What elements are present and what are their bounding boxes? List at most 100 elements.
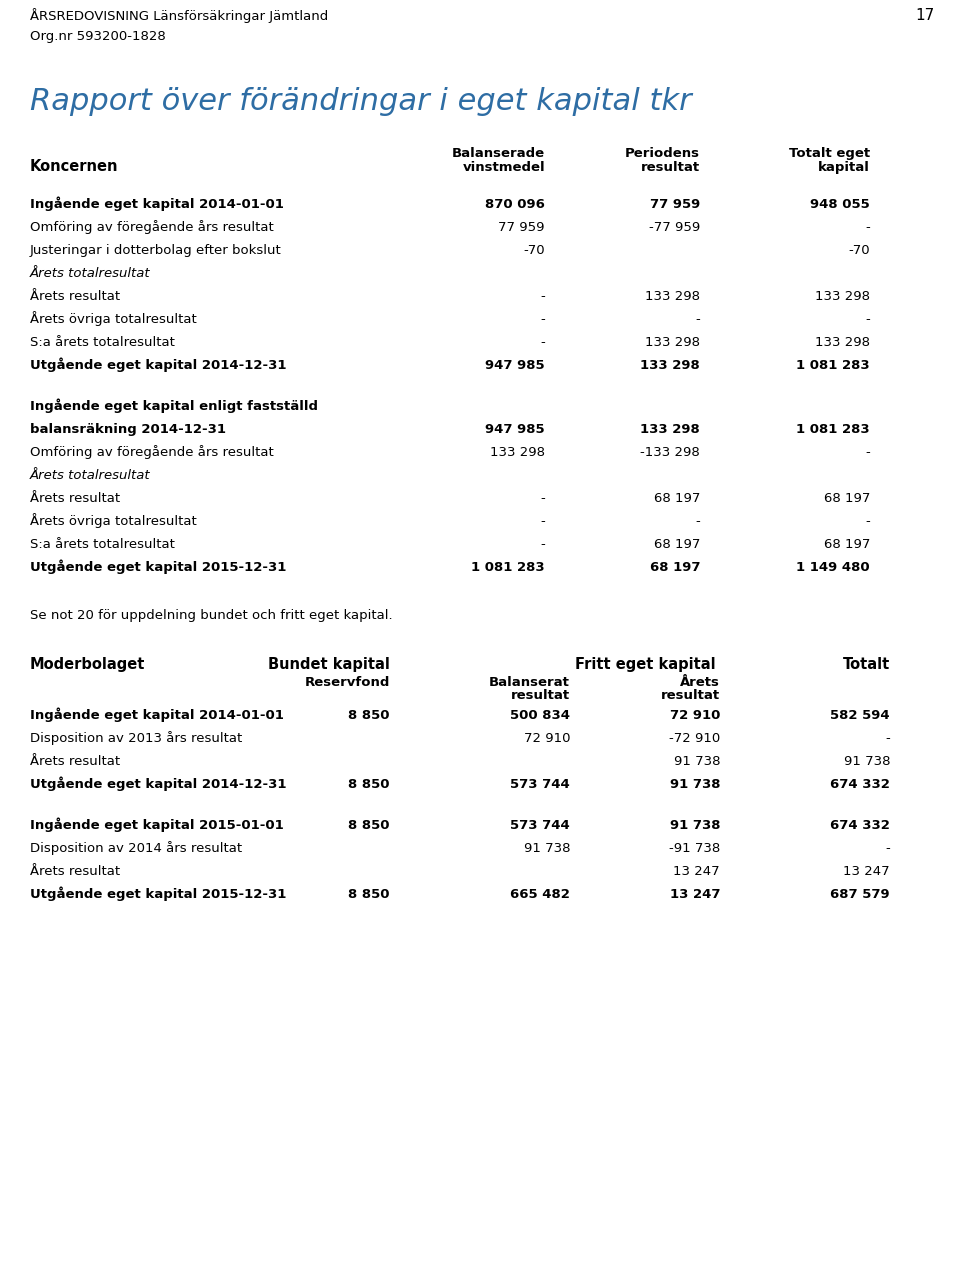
Text: Bundet kapital: Bundet kapital — [268, 658, 390, 672]
Text: 8 850: 8 850 — [348, 778, 390, 791]
Text: 582 594: 582 594 — [830, 710, 890, 722]
Text: Årets övriga totalresultat: Årets övriga totalresultat — [30, 513, 197, 528]
Text: -: - — [540, 514, 545, 528]
Text: resultat: resultat — [660, 689, 720, 702]
Text: Omföring av föregående års resultat: Omföring av föregående års resultat — [30, 445, 274, 459]
Text: 665 482: 665 482 — [510, 888, 570, 901]
Text: Disposition av 2013 års resultat: Disposition av 2013 års resultat — [30, 731, 242, 745]
Text: Justeringar i dotterbolag efter bokslut: Justeringar i dotterbolag efter bokslut — [30, 245, 281, 257]
Text: -91 738: -91 738 — [669, 843, 720, 855]
Text: ÅRSREDOVISNING Länsförsäkringar Jämtland: ÅRSREDOVISNING Länsförsäkringar Jämtland — [30, 8, 328, 23]
Text: -: - — [540, 492, 545, 506]
Text: Omföring av föregående års resultat: Omföring av föregående års resultat — [30, 220, 274, 234]
Text: Ingående eget kapital enligt fastställd: Ingående eget kapital enligt fastställd — [30, 398, 318, 413]
Text: -: - — [885, 843, 890, 855]
Text: Koncernen: Koncernen — [30, 158, 118, 174]
Text: -: - — [865, 220, 870, 234]
Text: Disposition av 2014 års resultat: Disposition av 2014 års resultat — [30, 841, 242, 855]
Text: -: - — [540, 290, 545, 303]
Text: 91 738: 91 738 — [669, 818, 720, 832]
Text: Fritt eget kapital: Fritt eget kapital — [575, 658, 715, 672]
Text: Årets: Årets — [680, 677, 720, 689]
Text: Årets totalresultat: Årets totalresultat — [30, 267, 151, 280]
Text: -70: -70 — [849, 245, 870, 257]
Text: 133 298: 133 298 — [645, 290, 700, 303]
Text: -: - — [540, 336, 545, 348]
Text: 68 197: 68 197 — [654, 538, 700, 551]
Text: Utgående eget kapital 2015-12-31: Utgående eget kapital 2015-12-31 — [30, 887, 286, 901]
Text: 13 247: 13 247 — [669, 888, 720, 901]
Text: 68 197: 68 197 — [824, 538, 870, 551]
Text: 91 738: 91 738 — [523, 843, 570, 855]
Text: 68 197: 68 197 — [824, 492, 870, 506]
Text: 133 298: 133 298 — [490, 446, 545, 459]
Text: -: - — [885, 732, 890, 745]
Text: 573 744: 573 744 — [511, 778, 570, 791]
Text: Årets totalresultat: Årets totalresultat — [30, 469, 151, 481]
Text: kapital: kapital — [818, 161, 870, 174]
Text: vinstmedel: vinstmedel — [463, 161, 545, 174]
Text: -: - — [865, 514, 870, 528]
Text: 13 247: 13 247 — [844, 865, 890, 878]
Text: -: - — [695, 313, 700, 326]
Text: 870 096: 870 096 — [485, 198, 545, 212]
Text: S:a årets totalresultat: S:a årets totalresultat — [30, 336, 175, 348]
Text: Totalt: Totalt — [843, 658, 890, 672]
Text: Org.nr 593200-1828: Org.nr 593200-1828 — [30, 30, 166, 43]
Text: 133 298: 133 298 — [640, 359, 700, 372]
Text: Totalt eget: Totalt eget — [789, 147, 870, 160]
Text: 77 959: 77 959 — [650, 198, 700, 212]
Text: Balanserat: Balanserat — [490, 677, 570, 689]
Text: 948 055: 948 055 — [810, 198, 870, 212]
Text: Balanserade: Balanserade — [452, 147, 545, 160]
Text: Ingående eget kapital 2014-01-01: Ingående eget kapital 2014-01-01 — [30, 196, 284, 212]
Text: 8 850: 8 850 — [348, 818, 390, 832]
Text: Utgående eget kapital 2014-12-31: Utgående eget kapital 2014-12-31 — [30, 777, 286, 791]
Text: 91 738: 91 738 — [669, 778, 720, 791]
Text: Ingående eget kapital 2014-01-01: Ingående eget kapital 2014-01-01 — [30, 707, 284, 722]
Text: Rapport över förändringar i eget kapital tkr: Rapport över förändringar i eget kapital… — [30, 87, 691, 117]
Text: 1 149 480: 1 149 480 — [797, 561, 870, 574]
Text: 68 197: 68 197 — [654, 492, 700, 506]
Text: 72 910: 72 910 — [523, 732, 570, 745]
Text: 8 850: 8 850 — [348, 710, 390, 722]
Text: 687 579: 687 579 — [830, 888, 890, 901]
Text: 133 298: 133 298 — [815, 290, 870, 303]
Text: resultat: resultat — [641, 161, 700, 174]
Text: -: - — [695, 514, 700, 528]
Text: 133 298: 133 298 — [640, 423, 700, 436]
Text: resultat: resultat — [511, 689, 570, 702]
Text: 13 247: 13 247 — [673, 865, 720, 878]
Text: 91 738: 91 738 — [674, 755, 720, 768]
Text: -72 910: -72 910 — [669, 732, 720, 745]
Text: 133 298: 133 298 — [815, 336, 870, 348]
Text: 17: 17 — [916, 8, 935, 23]
Text: Se not 20 för uppdelning bundet och fritt eget kapital.: Se not 20 för uppdelning bundet och frit… — [30, 609, 393, 622]
Text: Moderbolaget: Moderbolaget — [30, 658, 145, 672]
Text: 91 738: 91 738 — [844, 755, 890, 768]
Text: -70: -70 — [523, 245, 545, 257]
Text: Årets resultat: Årets resultat — [30, 492, 120, 506]
Text: -77 959: -77 959 — [649, 220, 700, 234]
Text: 947 985: 947 985 — [486, 423, 545, 436]
Text: -: - — [540, 313, 545, 326]
Text: S:a årets totalresultat: S:a årets totalresultat — [30, 538, 175, 551]
Text: 72 910: 72 910 — [670, 710, 720, 722]
Text: -: - — [865, 313, 870, 326]
Text: Utgående eget kapital 2015-12-31: Utgående eget kapital 2015-12-31 — [30, 560, 286, 574]
Text: Årets resultat: Årets resultat — [30, 290, 120, 303]
Text: 68 197: 68 197 — [650, 561, 700, 574]
Text: Årets övriga totalresultat: Årets övriga totalresultat — [30, 310, 197, 326]
Text: balansräkning 2014-12-31: balansräkning 2014-12-31 — [30, 423, 226, 436]
Text: 1 081 283: 1 081 283 — [471, 561, 545, 574]
Text: Periodens: Periodens — [625, 147, 700, 160]
Text: 1 081 283: 1 081 283 — [797, 359, 870, 372]
Text: 8 850: 8 850 — [348, 888, 390, 901]
Text: Utgående eget kapital 2014-12-31: Utgående eget kapital 2014-12-31 — [30, 357, 286, 372]
Text: 133 298: 133 298 — [645, 336, 700, 348]
Text: 500 834: 500 834 — [510, 710, 570, 722]
Text: Årets resultat: Årets resultat — [30, 865, 120, 878]
Text: 1 081 283: 1 081 283 — [797, 423, 870, 436]
Text: -: - — [865, 446, 870, 459]
Text: Ingående eget kapital 2015-01-01: Ingående eget kapital 2015-01-01 — [30, 817, 284, 832]
